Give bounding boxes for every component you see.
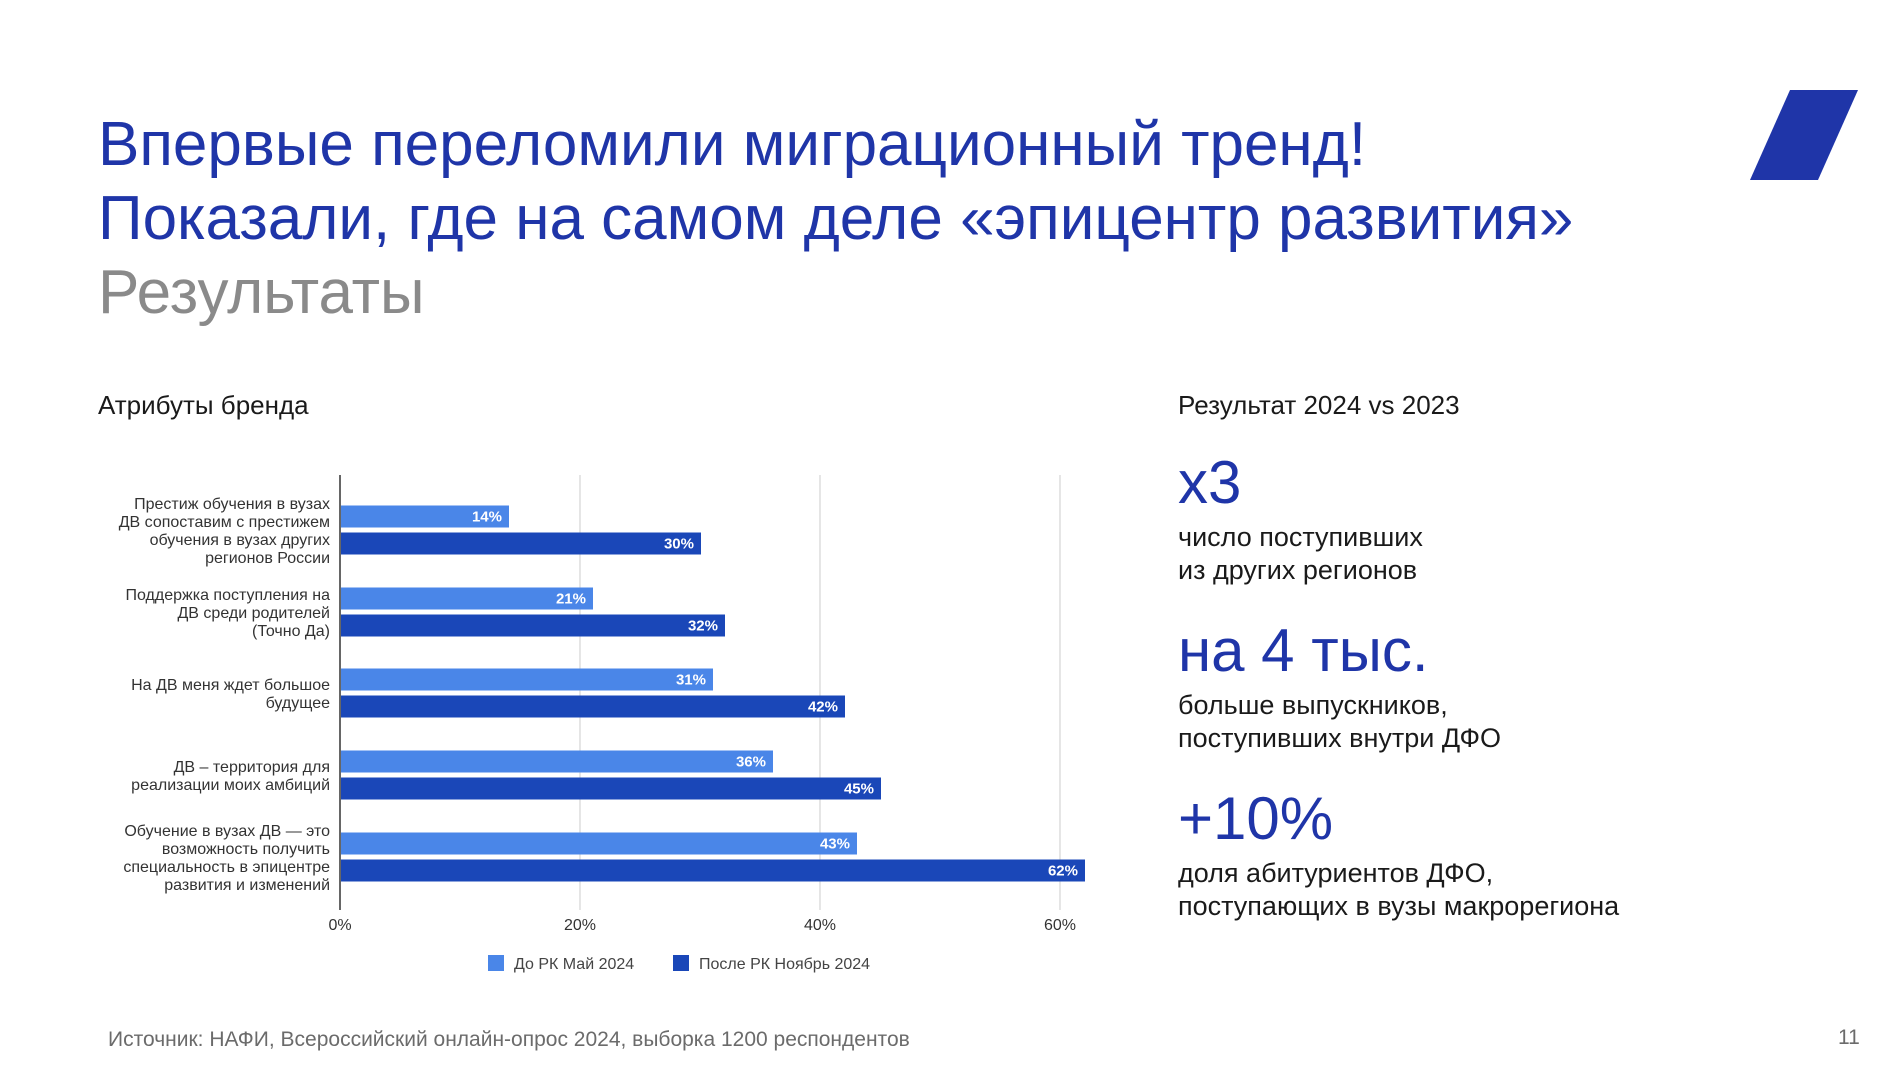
- bar: [341, 532, 701, 555]
- bar-value-label: 43%: [820, 836, 850, 853]
- bar: [341, 614, 725, 637]
- bar: [341, 587, 593, 610]
- stat-item: х3 число поступивших из других регионов: [1178, 445, 1818, 587]
- logo-slash-icon: [1750, 90, 1858, 180]
- stat-description-line: больше выпускников,: [1178, 690, 1448, 720]
- stat-description-line: число поступивших: [1178, 522, 1423, 552]
- category-label: ДВ среди родителей: [177, 605, 330, 622]
- bar-value-label: 45%: [844, 781, 874, 798]
- page-subtitle: Результаты: [98, 258, 425, 327]
- stat-item: +10% доля абитуриентов ДФО, поступающих …: [1178, 781, 1818, 923]
- stat-description-line: поступающих в вузы макрорегиона: [1178, 891, 1620, 921]
- bar-value-label: 21%: [556, 591, 586, 608]
- results-stats: х3 число поступивших из других регионов …: [1178, 445, 1818, 949]
- x-tick-label: 40%: [804, 917, 836, 934]
- category-label: На ДВ меня ждет большое: [131, 677, 330, 694]
- category-label: возможность получить: [162, 841, 330, 858]
- stat-item: на 4 тыс. больше выпускников, поступивши…: [1178, 613, 1818, 755]
- legend-label: После РК Ноябрь 2024: [699, 956, 870, 973]
- category-label: ДВ сопоставим с престижем: [119, 514, 330, 531]
- category-label: реализации моих амбиций: [131, 777, 330, 794]
- category-label: будущее: [266, 695, 331, 712]
- stat-value: +10%: [1178, 785, 1334, 852]
- category-label: Престиж обучения в вузах: [134, 496, 330, 513]
- bar: [341, 505, 509, 528]
- bar-value-label: 36%: [736, 754, 766, 771]
- legend-swatch: [488, 955, 504, 971]
- bar: [341, 859, 1085, 882]
- bar-value-label: 62%: [1048, 863, 1078, 880]
- category-label: специальность в эпицентре: [123, 859, 330, 876]
- category-label: обучения в вузах других: [150, 532, 330, 549]
- stat-description-line: доля абитуриентов ДФО,: [1178, 858, 1494, 888]
- source-note: Источник: НАФИ, Всероссийский онлайн-опр…: [108, 1028, 910, 1051]
- bar: [341, 750, 773, 773]
- category-label: Поддержка поступления на: [126, 587, 331, 604]
- bar-value-label: 31%: [676, 672, 706, 689]
- legend-swatch: [673, 955, 689, 971]
- bar-value-label: 30%: [664, 536, 694, 553]
- bar-value-label: 32%: [688, 618, 718, 635]
- page-number: 11: [1838, 1026, 1860, 1049]
- category-label: регионов России: [205, 550, 330, 567]
- bar: [341, 777, 881, 800]
- page-title-line-1: Впервые переломили миграционный тренд!: [98, 110, 1367, 179]
- category-label: развития и изменений: [164, 877, 330, 894]
- category-label: Обучение в вузах ДВ — это: [124, 823, 330, 840]
- category-label: (Точно Да): [252, 623, 330, 640]
- x-tick-label: 0%: [328, 917, 351, 934]
- legend-label: До РК Май 2024: [514, 956, 634, 973]
- bar: [341, 832, 857, 855]
- title-block: Впервые переломили миграционный тренд! П…: [98, 108, 1698, 330]
- x-tick-label: 20%: [564, 917, 596, 934]
- bar-value-label: 42%: [808, 699, 838, 716]
- stat-description-line: поступивших внутри ДФО: [1178, 723, 1502, 753]
- bar-value-label: 14%: [472, 509, 502, 526]
- page-title-line-2: Показали, где на самом деле «эпицентр ра…: [98, 184, 1574, 253]
- chart-heading: Атрибуты бренда: [98, 390, 309, 420]
- x-tick-label: 60%: [1044, 917, 1076, 934]
- category-label: ДВ – территория для: [174, 759, 330, 776]
- stat-value: на 4 тыс.: [1178, 617, 1429, 684]
- stat-description-line: из других регионов: [1178, 555, 1418, 585]
- bar: [341, 695, 845, 718]
- stat-value: х3: [1178, 449, 1242, 516]
- results-heading: Результат 2024 vs 2023: [1178, 390, 1460, 420]
- bar: [341, 668, 713, 691]
